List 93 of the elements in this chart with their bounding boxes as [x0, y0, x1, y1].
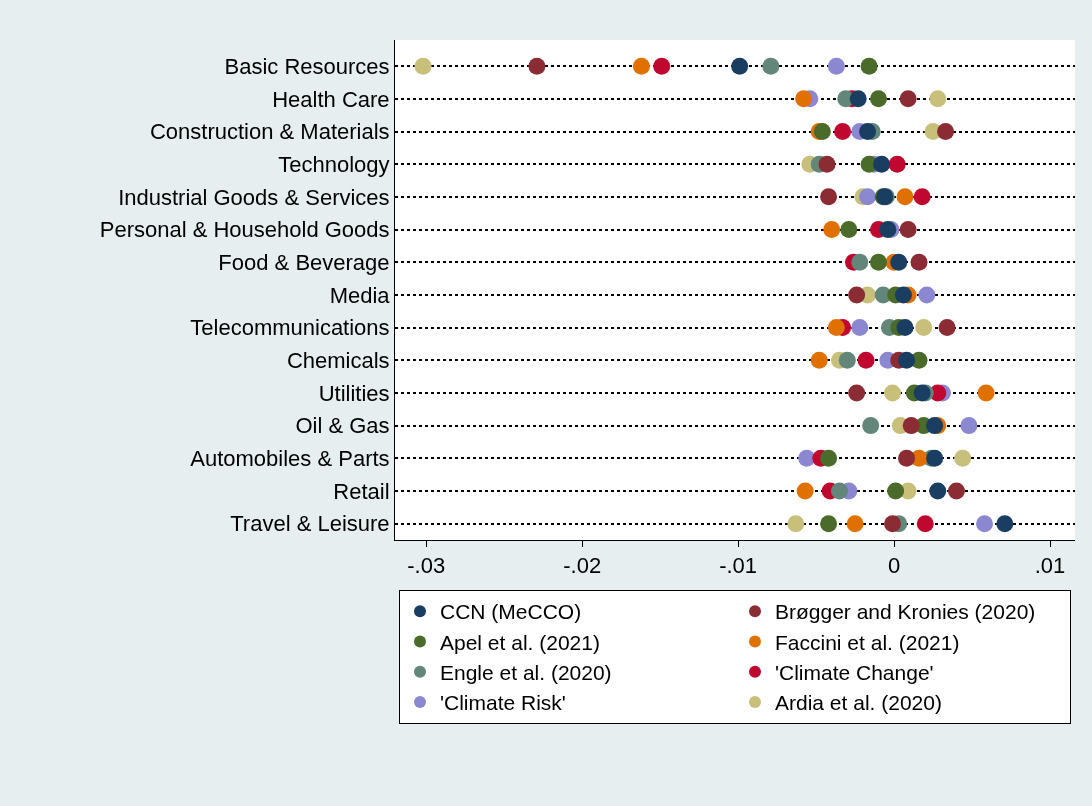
point — [873, 155, 891, 173]
point — [820, 515, 838, 533]
point — [851, 319, 869, 337]
point — [849, 90, 867, 108]
point — [820, 449, 838, 467]
point — [848, 286, 866, 304]
y-tick-label: Construction & Materials — [149, 119, 390, 145]
legend-label: Brøgger and Kronies (2020) — [775, 600, 1036, 624]
y-tick-label: Retail — [333, 478, 390, 504]
point — [798, 449, 816, 467]
point — [896, 188, 914, 206]
x-tick-label: -.03 — [407, 553, 446, 579]
x-tick-label: .01 — [1034, 553, 1066, 579]
y-tick-label: Technology — [278, 151, 390, 177]
point — [887, 482, 905, 500]
y-tick-label: Travel & Leisure — [230, 511, 390, 537]
point — [834, 123, 852, 140]
point — [884, 515, 902, 533]
legend-label: Engle et al. (2020) — [440, 660, 612, 684]
point — [731, 57, 749, 75]
point — [899, 90, 917, 108]
point — [860, 57, 878, 75]
y-tick-label: Utilities — [318, 380, 390, 406]
y-tick-label: Food & Beverage — [218, 249, 390, 275]
point — [827, 57, 845, 75]
point — [818, 155, 836, 173]
point — [796, 482, 814, 500]
y-tick-label: Personal & Household Goods — [99, 217, 390, 243]
point — [810, 351, 828, 369]
point — [996, 515, 1014, 533]
point — [918, 286, 936, 304]
point — [632, 57, 650, 75]
point — [848, 384, 866, 402]
point — [902, 417, 920, 435]
x-tick-label: -.02 — [563, 553, 602, 579]
point — [827, 319, 845, 337]
point — [899, 221, 917, 239]
legend-label: 'Climate Risk' — [440, 691, 566, 715]
point — [859, 123, 877, 140]
point — [414, 57, 432, 75]
point — [795, 90, 813, 108]
legend-label: Ardia et al. (2020) — [775, 691, 942, 715]
point — [898, 351, 916, 369]
point — [960, 417, 978, 435]
legend-label: Faccini et al. (2021) — [775, 630, 960, 654]
legend-label: CCN (MeCCO) — [440, 600, 582, 624]
point — [846, 515, 864, 533]
point — [859, 188, 877, 206]
point — [820, 188, 838, 206]
point — [977, 384, 995, 402]
point — [913, 188, 931, 206]
point — [898, 449, 916, 467]
point — [870, 90, 887, 108]
point — [884, 384, 902, 402]
point — [916, 515, 934, 533]
point — [840, 221, 858, 239]
x-tick-label: 0 — [887, 553, 901, 579]
y-tick-label: Chemicals — [286, 347, 390, 373]
y-tick-label: Media — [329, 282, 391, 308]
point — [929, 482, 947, 500]
point — [947, 482, 965, 500]
point — [938, 319, 956, 337]
point — [890, 253, 908, 271]
legend-label: 'Climate Change' — [775, 660, 934, 684]
y-tick-label: Health Care — [272, 86, 390, 112]
point — [929, 90, 947, 108]
y-tick-label: Oil & Gas — [295, 413, 390, 439]
y-tick-label: Telecommunications — [190, 315, 390, 341]
point — [896, 319, 914, 337]
point — [653, 57, 671, 75]
y-tick-label: Industrial Goods & Services — [118, 184, 390, 210]
point — [838, 351, 856, 369]
point — [762, 57, 780, 75]
point — [831, 482, 848, 500]
point — [528, 57, 546, 75]
point — [888, 155, 906, 173]
x-tick-label: -.01 — [719, 553, 758, 579]
y-tick-label: Automobiles & Parts — [190, 446, 390, 471]
point — [857, 351, 875, 369]
point — [910, 253, 928, 271]
point — [851, 253, 869, 271]
y-tick-label: Basic Resources — [224, 53, 390, 79]
point — [787, 515, 805, 533]
point — [954, 449, 972, 467]
point — [870, 253, 887, 271]
point — [926, 449, 944, 467]
point — [937, 123, 955, 140]
point — [976, 515, 994, 533]
legend-label: Apel et al. (2021) — [440, 630, 600, 654]
point — [862, 417, 880, 435]
point — [894, 286, 912, 304]
point — [823, 221, 841, 239]
point — [915, 319, 933, 337]
